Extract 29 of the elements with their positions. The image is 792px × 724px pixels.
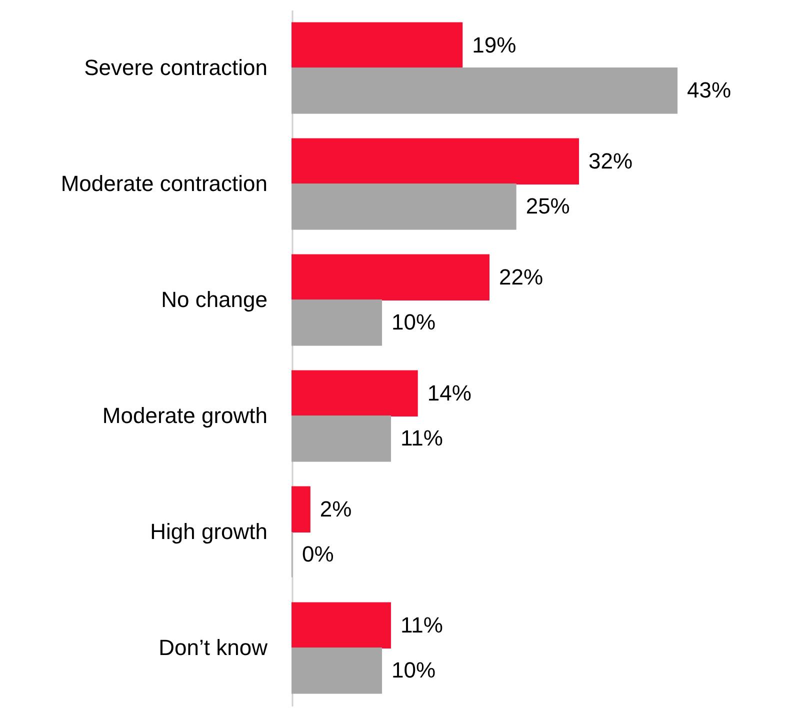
bar xyxy=(292,416,391,462)
bar xyxy=(292,300,382,346)
bar xyxy=(292,138,580,184)
data-label: 25% xyxy=(526,194,570,219)
data-label: 11% xyxy=(400,426,443,451)
y-tick-label: No change xyxy=(161,287,268,312)
data-label: 2% xyxy=(320,496,352,522)
bar xyxy=(292,68,678,114)
bar xyxy=(292,486,310,532)
bar xyxy=(292,370,418,416)
y-tick-label: High growth xyxy=(150,519,268,544)
data-label: 19% xyxy=(472,32,516,58)
data-label: 43% xyxy=(687,78,732,103)
y-tick-label: Moderate growth xyxy=(102,403,268,428)
bar xyxy=(292,22,463,68)
data-label: 10% xyxy=(392,658,436,683)
data-label: 0% xyxy=(302,542,334,567)
data-label: 10% xyxy=(392,310,436,335)
y-tick-label: Don’t know xyxy=(158,635,268,660)
bar xyxy=(292,254,490,300)
data-label: 14% xyxy=(427,380,472,406)
bar xyxy=(292,648,382,694)
bar xyxy=(292,602,391,648)
bar xyxy=(292,184,516,230)
data-label: 32% xyxy=(588,148,633,174)
data-label: 22% xyxy=(498,264,544,290)
data-label: 11% xyxy=(400,612,443,638)
y-tick-label: Moderate contraction xyxy=(60,171,268,196)
y-tick-label: Severe contraction xyxy=(84,55,268,80)
